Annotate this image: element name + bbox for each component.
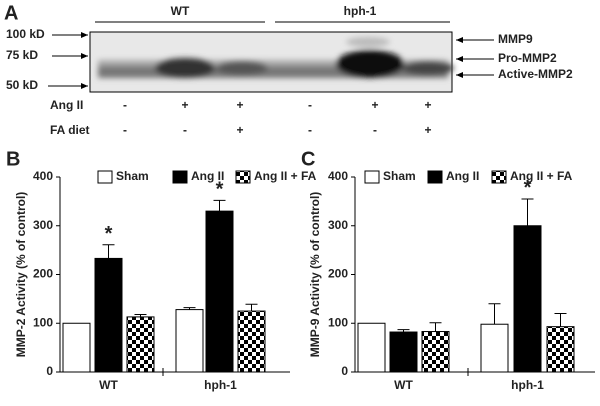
bar — [546, 326, 575, 373]
panel-label: A — [4, 2, 18, 24]
group-label: hph-1 — [344, 4, 377, 18]
y-tick-label: 300 — [33, 218, 53, 232]
lane-sign: - — [308, 123, 312, 137]
y-tick-label: 400 — [33, 169, 53, 183]
error-bar — [429, 322, 442, 332]
lane-sign: + — [236, 98, 243, 112]
lane-sign: - — [373, 123, 377, 137]
legend-swatch — [364, 170, 380, 184]
error-bar — [134, 313, 147, 317]
x-tick-label: WT — [99, 378, 118, 392]
error-bar — [397, 329, 410, 333]
significance: * — [524, 177, 532, 199]
bar — [205, 210, 234, 373]
error-bar — [213, 199, 226, 212]
y-tick-label: 300 — [328, 218, 348, 232]
row-label: Ang II — [50, 98, 83, 112]
band-label: Pro-MMP2 — [498, 51, 557, 65]
legend-label: Sham — [116, 169, 149, 183]
panel-label: C — [301, 148, 315, 170]
y-tick-label: 400 — [328, 169, 348, 183]
y-tick-label: 200 — [328, 267, 348, 281]
y-tick-label: 200 — [33, 267, 53, 281]
legend-label: Ang II — [191, 169, 224, 183]
x-tick-label: WT — [394, 378, 413, 392]
y-tick-label: 0 — [341, 364, 348, 378]
bar — [480, 323, 509, 373]
y-tick-label: 100 — [33, 315, 53, 329]
legend-swatch — [427, 170, 443, 184]
lane-sign: - — [123, 98, 127, 112]
bar — [389, 331, 418, 373]
gel — [89, 31, 454, 93]
x-tick-label: hph-1 — [511, 378, 544, 392]
marker-label: 50 kD — [6, 78, 38, 92]
bar — [237, 310, 266, 373]
lane-sign: - — [308, 98, 312, 112]
legend-swatch — [235, 170, 251, 184]
band-label: MMP9 — [498, 32, 533, 46]
y-axis-label: MMP-9 Activity (% of control) — [308, 192, 322, 358]
bar — [62, 322, 91, 373]
lane-sign: + — [424, 123, 431, 137]
bar — [175, 309, 204, 373]
bar — [513, 225, 542, 373]
marker-label: 100 kD — [6, 27, 45, 41]
lane-sign: + — [371, 98, 378, 112]
bar — [421, 331, 450, 373]
bar — [94, 257, 123, 373]
error-bar — [245, 303, 258, 312]
lane-sign: + — [181, 98, 188, 112]
legend-swatch — [97, 170, 113, 184]
significance: * — [216, 179, 224, 201]
group-label: WT — [171, 4, 190, 18]
row-label: FA diet — [50, 123, 90, 137]
bar — [126, 316, 155, 373]
y-tick-label: 100 — [328, 315, 348, 329]
error-bar — [102, 244, 115, 259]
legend-label: Ang II — [446, 169, 479, 183]
legend-label: Ang II + FA — [254, 169, 317, 183]
error-bar — [521, 198, 534, 226]
band-label: Active-MMP2 — [498, 67, 573, 81]
significance: * — [105, 223, 113, 245]
legend-label: Ang II + FA — [510, 169, 573, 183]
legend-swatch — [172, 170, 188, 184]
y-tick-label: 0 — [46, 364, 53, 378]
lane-sign: - — [123, 123, 127, 137]
error-bar — [488, 303, 501, 325]
marker-label: 75 kD — [6, 48, 38, 62]
error-bar — [554, 313, 567, 327]
lane-sign: - — [183, 123, 187, 137]
y-axis-label: MMP-2 Activity (% of control) — [14, 192, 28, 358]
panel-label: B — [6, 148, 20, 170]
lane-sign: + — [236, 123, 243, 137]
legend-swatch — [491, 170, 507, 184]
legend-label: Sham — [383, 169, 416, 183]
x-tick-label: hph-1 — [204, 378, 237, 392]
bar — [357, 322, 386, 373]
error-bar — [183, 307, 196, 310]
lane-sign: + — [424, 98, 431, 112]
